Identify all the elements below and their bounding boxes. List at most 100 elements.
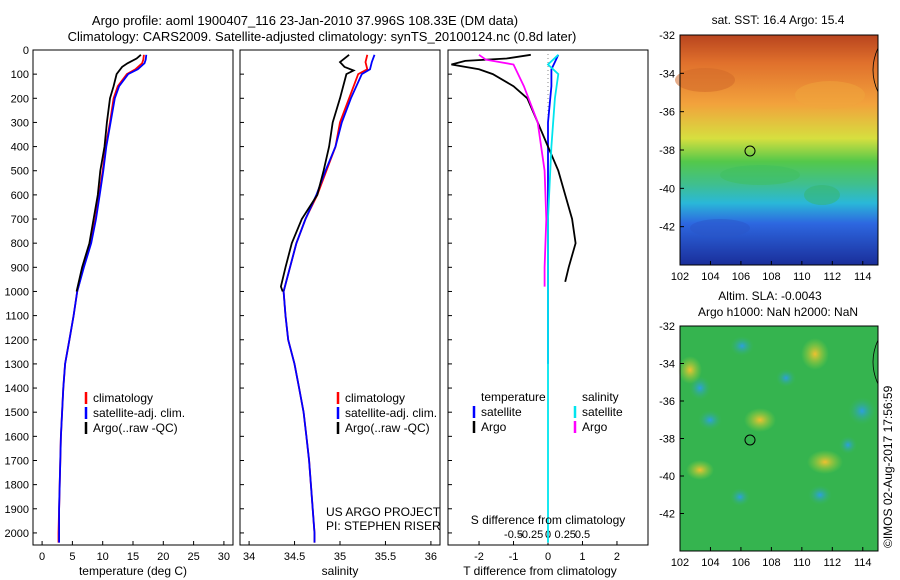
map-x-tick-label: 108	[762, 557, 780, 569]
difference-legend: temperature salinity satellite Argo sate…	[472, 390, 623, 434]
sla-high-anomaly	[807, 450, 843, 474]
map-x-tick-label: 102	[671, 271, 689, 283]
map-y-tick-label: -34	[659, 359, 675, 371]
series-line-climatology	[282, 54, 369, 543]
sla-low-anomaly	[848, 397, 876, 425]
sst-patch	[690, 219, 750, 237]
legend-label-t-satellite: satellite	[481, 405, 522, 419]
sla-low-anomaly	[698, 410, 722, 430]
temperature-xlabel: temperature (deg C)	[79, 564, 187, 578]
x-tick-label: 35	[334, 551, 346, 563]
x-tick-label: 34.5	[284, 551, 305, 563]
sst-map-title: sat. SST: 16.4 Argo: 15.4	[712, 13, 845, 27]
figure-title-line1: Argo profile: aoml 1900407_116 23-Jan-20…	[92, 13, 518, 28]
legend-label-argo: Argo(..raw -QC)	[93, 421, 178, 435]
map-y-tick-label: -36	[659, 107, 675, 119]
map-y-tick-label: -40	[659, 183, 675, 195]
sst-patch	[795, 81, 865, 109]
y-tick-label: 1600	[5, 431, 29, 443]
map-x-tick-label: 110	[793, 271, 811, 283]
sla-high-anomaly	[744, 408, 776, 432]
x-tick-label: 5	[69, 551, 75, 563]
sla-low-anomaly	[776, 369, 796, 387]
y-tick-label: 1000	[5, 286, 29, 298]
sla-map-title-line1: Altim. SLA: -0.0043	[718, 289, 822, 303]
map-y-tick-label: -40	[659, 471, 675, 483]
map-x-tick-label: 114	[854, 557, 872, 569]
y-tick-label: 1200	[5, 335, 29, 347]
y-tick-label: 1100	[5, 311, 29, 323]
x-tick-label: -1	[509, 551, 519, 563]
x-tick-label: 35.5	[375, 551, 396, 563]
x-tick-label: 25	[187, 551, 199, 563]
coastline	[872, 339, 879, 385]
t-difference-xlabel: T difference from climatology	[463, 564, 617, 578]
map-x-tick-label: 106	[732, 271, 750, 283]
map-y-tick-label: -42	[659, 222, 675, 234]
x-tick-label: 20	[157, 551, 169, 563]
sla-map-title-line2: Argo h1000: NaN h2000: NaN	[698, 305, 858, 319]
salinity-legend: climatology satellite-adj. clim. Argo(..…	[336, 391, 437, 435]
map-x-tick-label: 104	[701, 271, 719, 283]
map-y-tick-label: -36	[659, 396, 675, 408]
map-y-tick-label: -42	[659, 509, 675, 521]
legend-label-t-argo: Argo	[481, 420, 507, 434]
legend-label-climatology: climatology	[345, 391, 405, 405]
map-x-tick-label: 114	[854, 271, 872, 283]
map-y-tick-label: -32	[659, 321, 675, 333]
series-line-s-satellite	[546, 54, 560, 543]
map-y-tick-label: -38	[659, 434, 675, 446]
x-tick-label: -2	[474, 551, 484, 563]
series-line-argo-raw-qc	[279, 54, 356, 292]
sst-patch	[675, 68, 735, 92]
legend-label-s-satellite: satellite	[582, 405, 623, 419]
x-tick-label: 0	[545, 551, 551, 563]
y-tick-label: 200	[11, 93, 29, 105]
x-tick-label: 34	[243, 551, 255, 563]
x-tick-label: 0	[39, 551, 45, 563]
y-tick-label: 1700	[5, 455, 29, 467]
y-tick-label: 1500	[5, 407, 29, 419]
s-difference-xlabel: S difference from climatology	[471, 513, 626, 527]
sla-high-anomaly	[686, 460, 714, 480]
y-tick-label: 300	[11, 117, 29, 129]
argo-location-marker	[744, 145, 756, 157]
x-tick-label: 1	[579, 551, 585, 563]
x-tick-label: 2	[614, 551, 620, 563]
y-tick-label: 1300	[5, 359, 29, 371]
project-credit: US ARGO PROJECT	[326, 505, 441, 519]
temperature-panel-frame	[32, 49, 234, 546]
y-tick-label: 500	[11, 166, 29, 178]
sst-patch	[720, 165, 800, 185]
map-x-tick-label: 102	[671, 557, 689, 569]
y-tick-label: 1400	[5, 383, 29, 395]
y-tick-label: 800	[11, 238, 29, 250]
y-tick-label: 700	[11, 214, 29, 226]
x2-tick-label: 0.5	[575, 529, 590, 541]
sst-map: 102 104 106 108 110 112 114 -32 -34 -36 -38 -40 -42	[659, 30, 879, 283]
map-y-tick-label: -38	[659, 145, 675, 157]
x2-tick-label: -0.5	[504, 529, 523, 541]
sla-low-anomaly	[730, 336, 754, 356]
temperature-chart: 0100200300400500600700800900100011001200…	[5, 45, 231, 563]
map-x-tick-label: 106	[732, 557, 750, 569]
sla-low-anomaly	[808, 485, 832, 505]
series-line-t-satellite	[547, 54, 560, 364]
x-tick-label: 15	[127, 551, 139, 563]
map-x-tick-label: 112	[824, 557, 842, 569]
y-tick-label: 900	[11, 262, 29, 274]
y-tick-label: 2000	[5, 528, 29, 540]
sla-low-anomaly	[839, 436, 857, 454]
map-x-tick-label: 110	[793, 557, 811, 569]
legend-label-satellite: satellite-adj. clim.	[93, 406, 185, 420]
series-line-argo-raw-qc	[75, 54, 142, 292]
map-y-tick-label: -34	[659, 68, 675, 80]
series-line-satellite-adj-clim	[58, 54, 148, 543]
sst-patch	[804, 185, 840, 205]
legend-header-salinity: salinity	[582, 390, 619, 404]
y-tick-label: 400	[11, 142, 29, 154]
y-tick-label: 1800	[5, 480, 29, 492]
map-x-tick-label: 104	[701, 557, 719, 569]
sla-map: 102 104 106 108 110 112 114 -32 -34 -36 -38 -40 -42	[659, 321, 879, 569]
